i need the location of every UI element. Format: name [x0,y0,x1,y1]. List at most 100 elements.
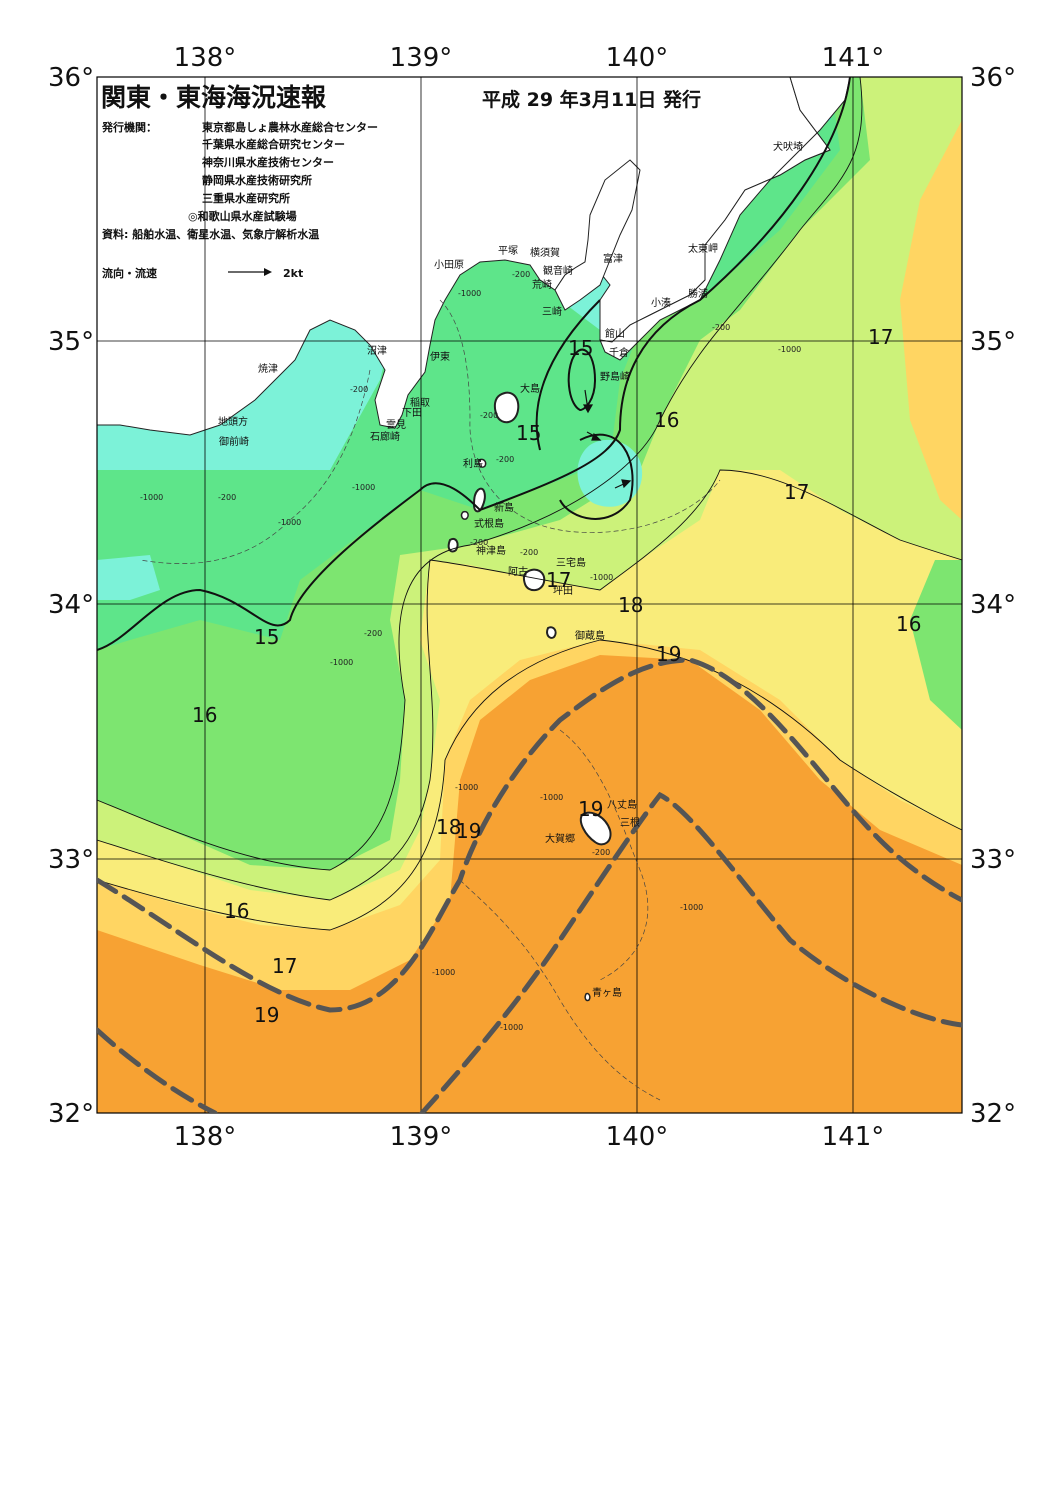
lon-label-bottom: 140° [606,1122,669,1152]
depth-label: -1000 [278,518,301,527]
lat-label-right: 34° [970,590,1016,620]
place-label: 神津島 [476,544,506,557]
issuer-1: 東京都島しょ農林水産総合センター [202,120,378,134]
map-frame [96,76,963,1114]
lat-label-left: 36° [48,63,94,93]
place-label: 千倉 [609,346,629,359]
current-arrows [582,389,632,489]
lat-label-left: 35° [48,327,94,357]
place-label: 三崎 [542,305,562,318]
place-label: 雲見 [386,419,406,431]
depth-label: -200 [480,411,498,420]
depth-label: -200 [712,323,730,332]
lon-label-top: 139° [390,43,453,73]
depth-label: -1000 [680,903,703,912]
place-label: 青ヶ島 [592,986,622,999]
issuer-5: 三重県水産研究所 [202,191,290,205]
lat-label-right: 33° [970,845,1016,875]
depth-label: -1000 [458,289,481,298]
land-boso [599,77,851,361]
graticule [96,76,963,1114]
island-oshima [493,391,520,424]
isotherm-16 [97,77,863,871]
depth-contours [139,299,721,1101]
place-label: 八丈島 [607,798,637,811]
place-label: 平塚 [498,245,518,257]
lon-label-bottom: 139° [390,1122,453,1152]
place-label: 稲取 [410,397,430,409]
depth-label: -200 [520,548,538,557]
isotherm-18 [97,639,962,931]
place-label: 小湊 [651,296,671,309]
depth-label: -1000 [432,968,455,977]
lat-label-right: 32° [970,1099,1016,1129]
island-shikinejima [460,510,469,520]
island-toshima [478,458,487,468]
place-label: 太東岬 [688,242,718,255]
place-label: 三宅島 [556,556,586,569]
map-title: 関東・東海海況速報 [101,83,327,112]
current-legend-scale: 2kt [283,267,303,280]
depth-labels: -200 -1000 -200 -200 -1000 -1000 -1000 -200 -200… [140,270,801,1032]
issuer-3: 神奈川県水産技術センター [202,155,334,169]
depth-label: -1000 [140,493,163,502]
island-mikurajima [546,626,557,639]
depth-label: -200 [592,848,610,857]
place-label: 荒崎 [532,278,552,291]
issuer-4: 静岡県水産技術研究所 [202,173,312,187]
lat-label-left: 33° [48,845,94,875]
place-label: 三根 [620,816,640,829]
place-label: 観音崎 [543,264,573,277]
place-label: 地頭方 [218,415,248,428]
land-miura [554,159,641,311]
temp-zone-18b-east [900,120,962,520]
issuer-2: 千葉県水産総合研究センター [202,137,345,151]
place-label: 式根島 [474,517,504,530]
place-label: 大島 [520,382,540,395]
isotherm-label: 19 [254,1003,279,1027]
depth-label: -1000 [778,345,801,354]
isotherm-label: 19 [656,642,681,666]
current-legend-arrowhead [264,268,272,276]
isotherm-15-bold [97,77,851,651]
lat-label-left: 32° [48,1099,94,1129]
depth-label: -200 [218,493,236,502]
place-label: 利島 [463,457,483,470]
place-label: 阿古 [508,565,528,578]
lat-label-right: 36° [970,63,1016,93]
isotherm-label: 15 [516,421,541,445]
island-aogashima [584,992,591,1002]
isotherm-label: 17 [546,568,571,592]
isotherm-label: 15 [568,336,593,360]
place-label: 伊東 [430,350,450,363]
depth-label: -1000 [352,483,375,492]
temp-zone-16-east [910,560,962,730]
land [97,77,851,1002]
issuer-label: 発行機関： [101,120,157,134]
place-label: 犬吠埼 [773,140,803,153]
isotherm-15-loop [567,348,597,412]
isotherm-label: 16 [654,408,679,432]
isotherm-label: 17 [272,954,297,978]
kuroshio-axis-south [419,791,962,1113]
place-label: 沼津 [367,344,387,357]
kuroshio-axis [97,657,962,1113]
depth-label: -1000 [540,793,563,802]
isotherm-label: 16 [224,899,249,923]
depth-label: -200 [470,538,488,547]
issue-date: 平成 29 年3月11日 発行 [482,88,701,111]
place-label: 富津 [603,252,623,265]
place-label: 館山 [605,327,625,340]
isotherm-15-eddy [535,299,634,520]
lon-label-top: 141° [822,43,885,73]
place-label: 御前崎 [219,435,249,448]
isotherm-label: 15 [254,625,279,649]
place-label: 新島 [494,501,514,514]
place-label: 大賀郷 [545,832,575,845]
isotherm-17 [97,469,962,901]
place-label: 御蔵島 [575,629,605,642]
isotherm-label: 16 [192,703,217,727]
